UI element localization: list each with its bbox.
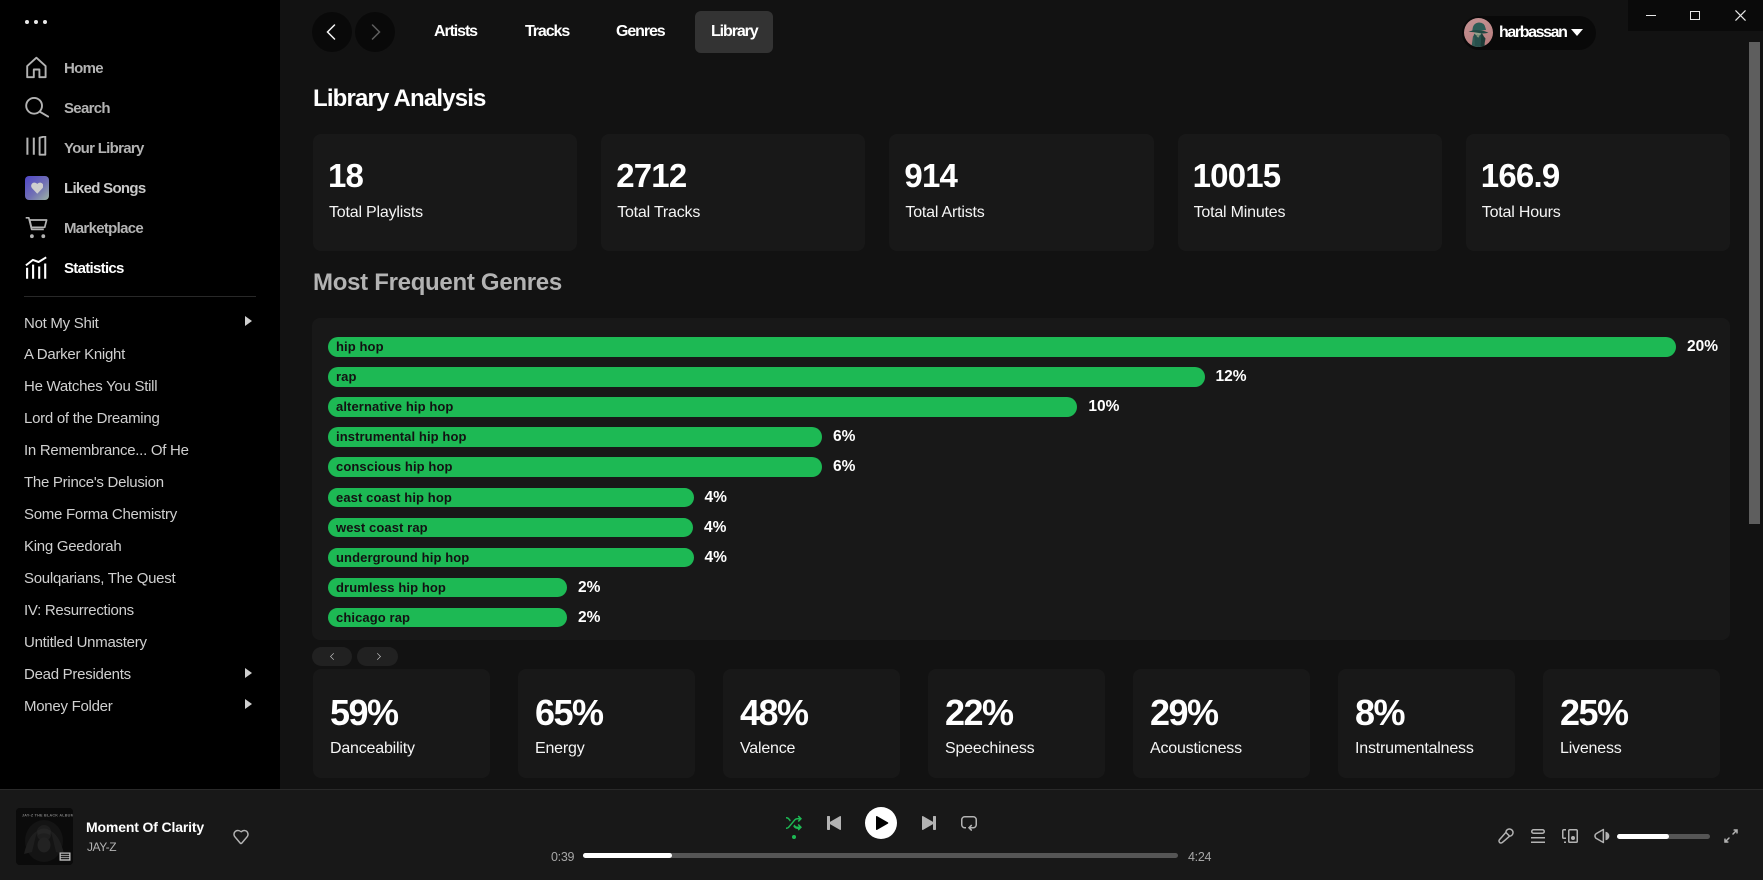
svg-text:JAY-Z THE BLACK ALBUM: JAY-Z THE BLACK ALBUM	[22, 813, 73, 817]
